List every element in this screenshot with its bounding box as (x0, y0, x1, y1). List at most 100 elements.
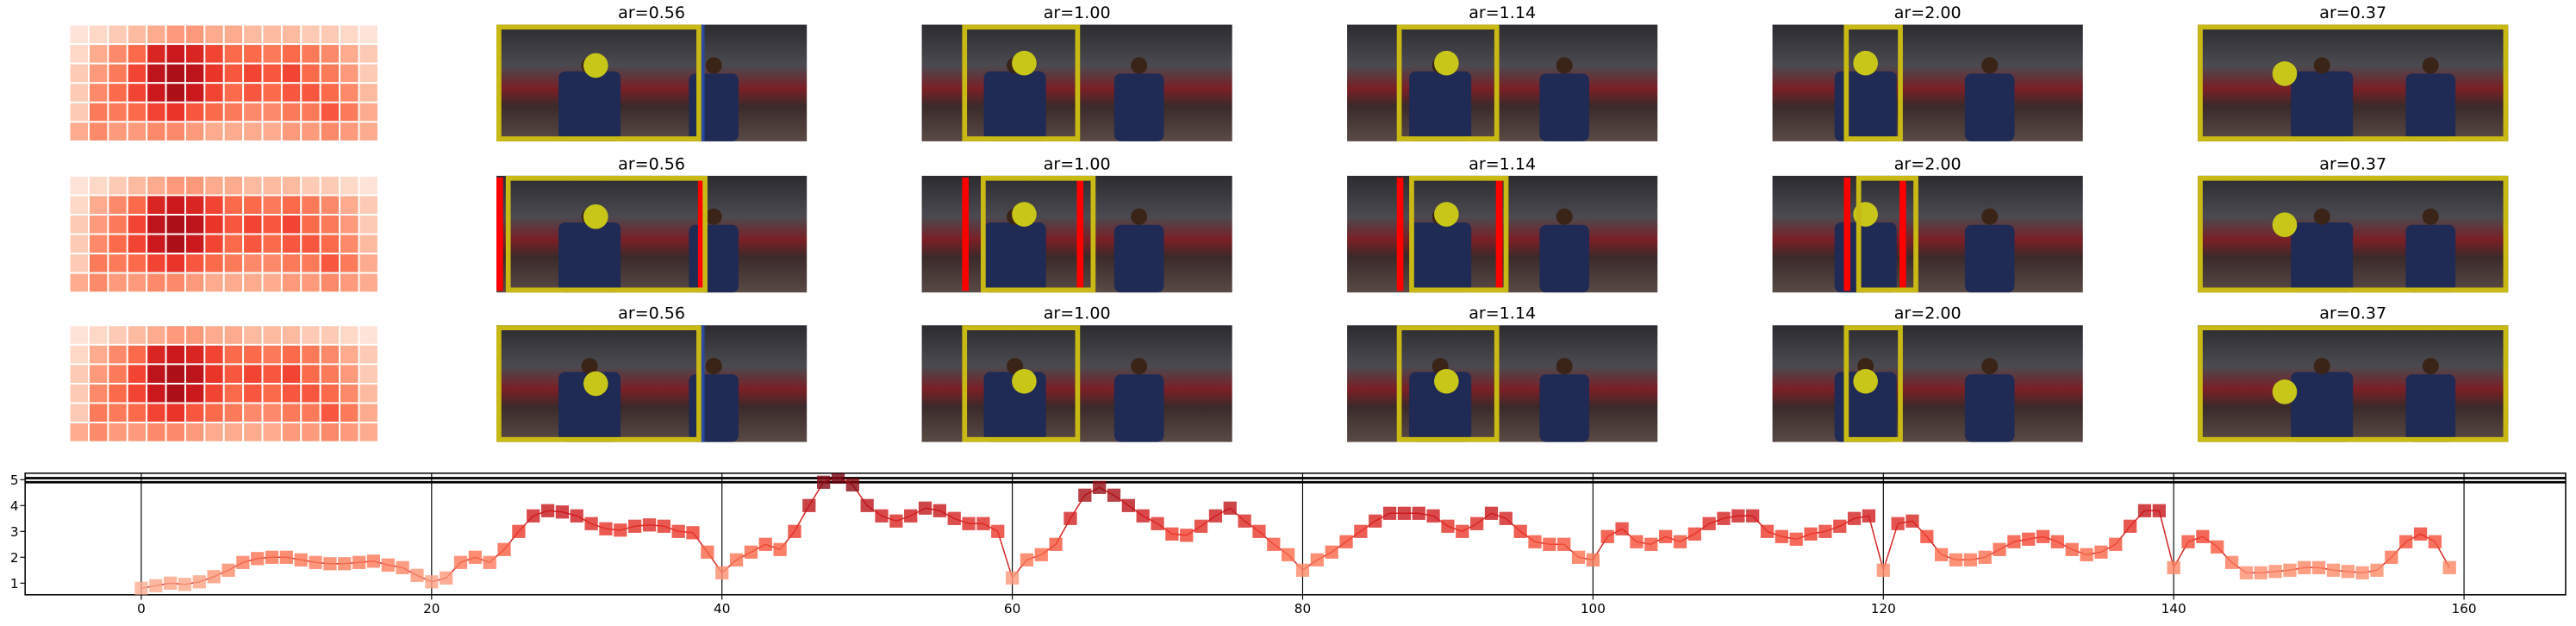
heatmap-cell (203, 253, 225, 274)
heatmap-cell (203, 62, 225, 85)
player (1409, 222, 1472, 293)
heatmap-cell (146, 214, 167, 235)
heatmap-cell (203, 43, 225, 65)
marker (1397, 506, 1412, 520)
heatmap-cell (358, 363, 379, 385)
heatmap-cell (261, 343, 283, 366)
photo (1772, 325, 2083, 442)
crop-box (505, 175, 708, 293)
marker (729, 553, 744, 567)
crop-box (1409, 175, 1509, 293)
panel-title: ar=1.00 (1044, 3, 1111, 22)
marker (1920, 529, 1934, 543)
heatmap-cell (184, 214, 206, 235)
heatmap-cell (107, 363, 128, 385)
heatmap-cell (165, 343, 186, 366)
heatmap-cell (280, 272, 303, 294)
heatmap-cell (242, 62, 264, 85)
target-dot (1853, 50, 1878, 76)
heatmap-cell (184, 402, 206, 423)
heatmap-cell (88, 23, 109, 46)
heatmap-cell (242, 402, 264, 423)
photo (496, 24, 808, 141)
heatmap-cell (165, 214, 186, 235)
marker (1063, 511, 1077, 525)
marker (338, 557, 352, 571)
heatmap-cell (242, 324, 264, 346)
heatmap-cell (126, 272, 148, 294)
marker (1935, 548, 1949, 561)
heatmap-cell (88, 121, 109, 142)
marker (323, 557, 337, 571)
red-edge (1899, 177, 1906, 291)
marker (2181, 535, 2195, 548)
heatmap-cell (203, 343, 225, 366)
marker (1658, 529, 1673, 543)
heatmap-cell (280, 82, 303, 103)
marker (2385, 550, 2398, 564)
heatmap-cell (165, 324, 186, 346)
heatmap-cell (339, 194, 360, 216)
heatmap-cell (261, 324, 283, 346)
series-line (140, 476, 2450, 590)
heatmap-cell (68, 233, 90, 255)
marker (1208, 509, 1223, 523)
marker (149, 579, 163, 592)
x-tick-label: 60 (1004, 601, 1020, 617)
player (558, 71, 621, 141)
heatmap-cell (126, 82, 148, 103)
heatmap-cell (88, 363, 109, 385)
player (1834, 71, 1897, 141)
panel-title: ar=0.37 (2319, 3, 2386, 22)
target-dot (583, 203, 608, 229)
heatmap-cell (222, 62, 245, 85)
marker (2109, 537, 2123, 551)
heatmap-cell (68, 43, 90, 65)
marker (2312, 560, 2326, 574)
marker (1993, 542, 2006, 556)
heatmap-cell (88, 214, 109, 235)
photo-panel: ar=1.00 (921, 304, 1232, 442)
heatmap-cell (300, 214, 321, 235)
heatmap-cell (222, 382, 245, 404)
target-dot (1434, 368, 1459, 394)
player (1539, 73, 1590, 141)
marker (1005, 571, 1020, 585)
heatmap-cell (300, 363, 321, 385)
heatmap-cell (300, 402, 321, 423)
heatmap-cell (358, 23, 379, 46)
heatmap-cell (107, 422, 128, 443)
heatmap-cell (339, 233, 360, 255)
marker (1456, 524, 1469, 538)
marker (1369, 514, 1382, 528)
panel-title: ar=0.56 (618, 304, 685, 323)
heatmap-cell (203, 214, 225, 235)
plot-area (24, 473, 2567, 596)
photo-panel: ar=0.56 (496, 304, 808, 442)
heatmap-cell (165, 174, 186, 197)
heatmap-cell (126, 233, 148, 255)
heatmap-cell (242, 233, 264, 255)
heatmap-cell (68, 62, 90, 85)
heatmap-cell (88, 194, 109, 216)
heatmap-cell (107, 23, 128, 46)
head (2313, 358, 2330, 375)
marker (1862, 509, 1876, 523)
heatmap-cell (358, 121, 379, 142)
heatmap-cell (261, 402, 283, 423)
heatmap-cell (300, 253, 321, 274)
heatmap-cell (126, 324, 148, 346)
heatmap-cell (165, 402, 186, 423)
heatmap-cell (261, 174, 283, 197)
crop-box (2198, 325, 2509, 442)
heatmap-cell (107, 233, 128, 255)
target-dot (1012, 202, 1037, 227)
heatmap-cell (358, 174, 379, 197)
marker (1804, 527, 1818, 541)
heatmap-cell (146, 253, 167, 274)
marker (1586, 553, 1600, 567)
heatmap-cell (184, 82, 206, 103)
heatmap-cell (222, 82, 245, 103)
player (689, 224, 739, 293)
x-tick-label: 140 (2161, 601, 2186, 617)
